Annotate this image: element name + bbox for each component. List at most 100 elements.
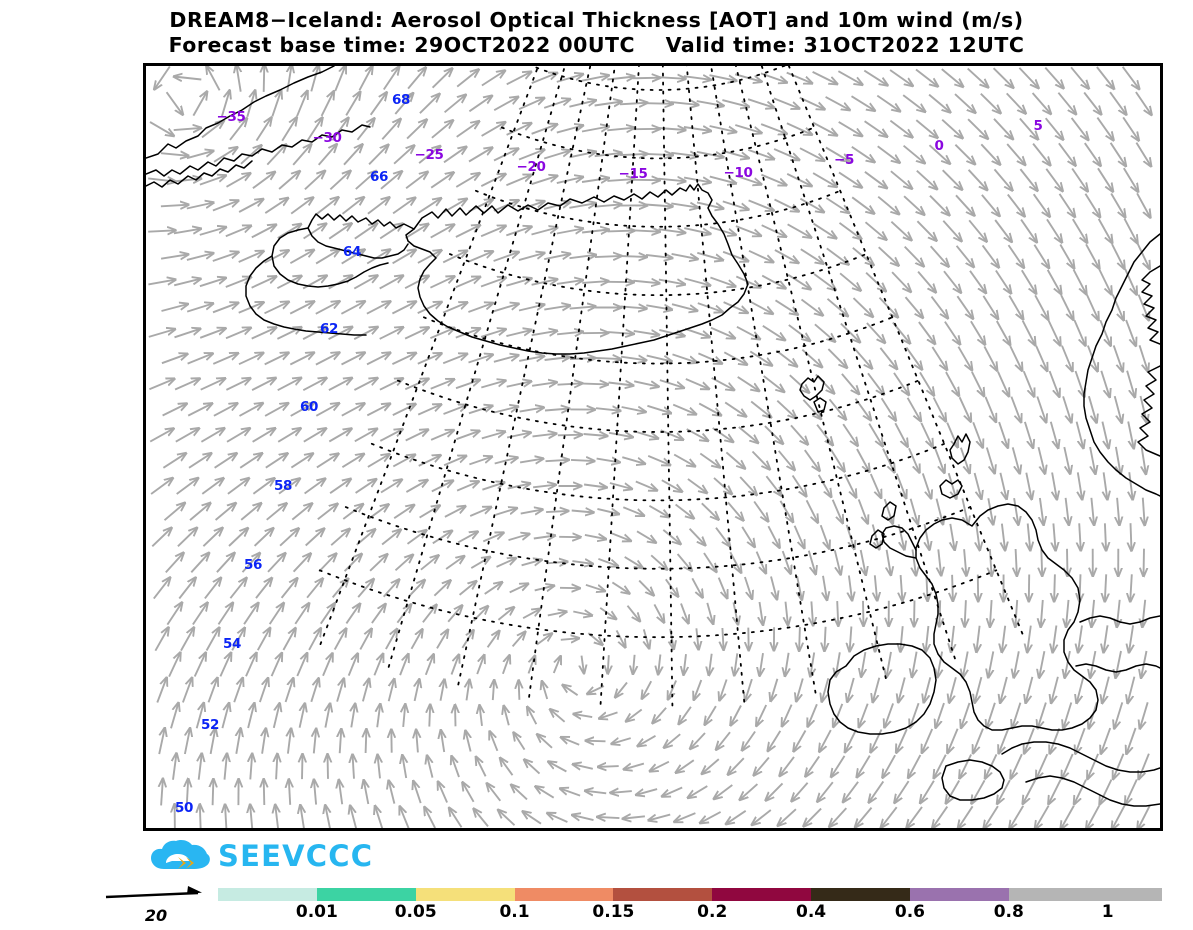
wind-vector bbox=[306, 578, 323, 599]
wind-vector bbox=[696, 101, 724, 106]
wind-vector bbox=[497, 607, 514, 621]
wind-vector bbox=[787, 273, 811, 290]
wind-vector bbox=[621, 407, 646, 412]
wind-vector bbox=[1131, 523, 1132, 551]
wind-vector bbox=[213, 147, 238, 163]
colorbar-segment bbox=[415, 888, 515, 901]
wind-vector bbox=[735, 275, 760, 288]
wind-vector bbox=[615, 629, 626, 647]
wind-vector bbox=[747, 98, 774, 108]
wind-vector bbox=[417, 198, 441, 214]
wind-vector bbox=[658, 179, 685, 182]
wind-vector bbox=[719, 679, 728, 701]
wind-vector bbox=[1124, 268, 1136, 294]
wind-vector bbox=[882, 754, 896, 778]
wind-vector bbox=[626, 605, 641, 622]
wind-vector bbox=[545, 460, 570, 461]
wind-vector bbox=[438, 782, 448, 803]
wind-vector bbox=[328, 429, 351, 443]
wind-vector bbox=[402, 755, 406, 779]
wind-vector bbox=[270, 653, 282, 677]
wind-vector bbox=[898, 677, 906, 703]
wind-vector bbox=[1109, 91, 1126, 115]
wind-vector bbox=[672, 353, 698, 362]
wind-vector bbox=[816, 424, 833, 446]
wind-vector bbox=[547, 612, 567, 616]
wind-vector bbox=[447, 605, 462, 623]
wind-vector bbox=[462, 782, 475, 803]
wind-vector bbox=[252, 428, 276, 443]
wind-vector bbox=[1031, 92, 1051, 114]
wind-vector bbox=[353, 327, 378, 340]
wind-vector bbox=[493, 355, 519, 363]
wind-vector bbox=[394, 93, 413, 115]
wind-vector bbox=[506, 175, 531, 187]
wind-vector bbox=[455, 225, 480, 238]
wind-vector bbox=[794, 730, 807, 752]
wind-vector bbox=[1011, 447, 1020, 473]
wind-vector bbox=[944, 321, 960, 345]
wind-vector bbox=[537, 734, 553, 749]
wind-vector bbox=[690, 732, 706, 749]
wind-vector bbox=[785, 652, 789, 676]
coast-greenland bbox=[146, 66, 371, 177]
wind-vector bbox=[890, 221, 911, 241]
wind-vector bbox=[240, 145, 262, 165]
wind-vector bbox=[812, 222, 837, 239]
wind-vector bbox=[595, 358, 622, 359]
wind-vector bbox=[355, 171, 376, 190]
map-canvas bbox=[146, 66, 1160, 828]
wind-vector bbox=[881, 806, 898, 828]
wind-vector bbox=[1023, 779, 1037, 804]
wind-vector bbox=[791, 782, 809, 802]
wind-vector bbox=[156, 678, 166, 703]
wind-vector bbox=[672, 403, 696, 415]
wind-vector bbox=[791, 474, 807, 497]
wind-vector bbox=[341, 353, 366, 366]
wind-vector bbox=[774, 198, 800, 212]
wind-vector bbox=[653, 603, 664, 622]
wind-vector bbox=[1136, 243, 1150, 269]
wind-vector bbox=[946, 422, 958, 448]
wind-vector bbox=[715, 527, 730, 547]
wind-vector bbox=[389, 679, 395, 702]
wind-vector bbox=[213, 403, 238, 417]
colorbar-segment bbox=[712, 888, 812, 901]
wind-vector bbox=[306, 117, 323, 142]
wind-vector bbox=[904, 245, 924, 267]
wind-vector bbox=[468, 148, 493, 163]
wind-vector bbox=[408, 580, 425, 597]
wind-vector bbox=[841, 373, 859, 394]
colorbar-segment bbox=[1008, 888, 1162, 901]
wind-vector bbox=[509, 584, 529, 594]
wind-vector bbox=[1052, 472, 1057, 500]
wind-vector bbox=[573, 764, 594, 769]
wind-vector bbox=[341, 454, 364, 469]
wind-vector bbox=[419, 505, 440, 519]
wind-vector bbox=[366, 729, 367, 754]
wind-vector bbox=[633, 654, 635, 674]
wind-vector bbox=[761, 173, 786, 186]
wind-vector bbox=[239, 453, 262, 469]
wind-vector bbox=[322, 653, 333, 677]
wind-vector bbox=[786, 71, 813, 84]
wind-vector bbox=[385, 629, 397, 650]
wind-vector bbox=[829, 807, 848, 827]
wind-vector bbox=[866, 322, 885, 343]
wind-vector bbox=[926, 574, 927, 601]
wind-vector bbox=[353, 378, 377, 391]
wind-vector bbox=[359, 629, 371, 650]
wind-vector bbox=[502, 655, 510, 675]
latitude-label: 56 bbox=[244, 557, 262, 573]
wind-vector bbox=[916, 169, 937, 190]
wind-vector bbox=[468, 355, 494, 364]
seevccc-logo: SEEVCCC bbox=[150, 836, 373, 876]
wind-vector bbox=[192, 91, 207, 117]
wind-vector bbox=[729, 551, 741, 573]
wind-vector bbox=[1033, 244, 1049, 268]
wind-vector bbox=[455, 173, 479, 188]
wind-vector bbox=[316, 197, 339, 215]
wind-vector bbox=[1044, 117, 1064, 140]
wind-vector bbox=[366, 353, 391, 366]
wind-vector bbox=[226, 428, 250, 443]
